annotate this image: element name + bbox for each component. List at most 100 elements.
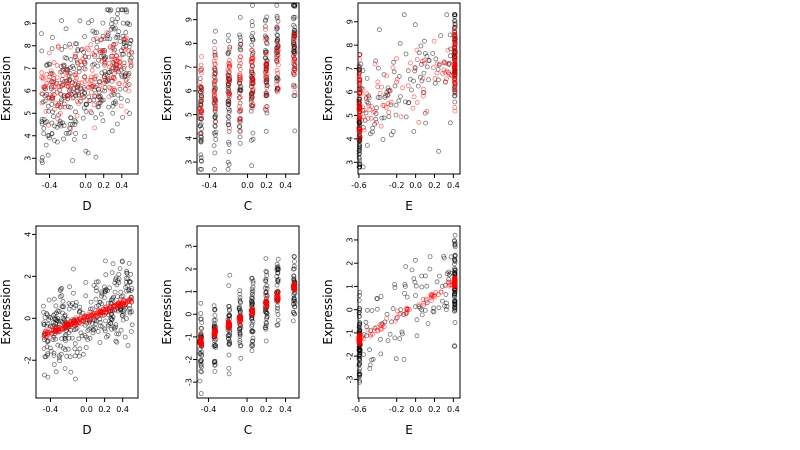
point-red xyxy=(385,93,391,98)
point-black xyxy=(436,305,442,311)
point-red xyxy=(384,315,390,321)
y-axis-label: Expression xyxy=(160,56,174,121)
point-black xyxy=(73,119,79,125)
point-red xyxy=(444,68,450,74)
plot-frame xyxy=(35,2,139,175)
point-red xyxy=(117,64,123,70)
point-red xyxy=(90,311,96,317)
point-black xyxy=(357,377,362,383)
point-red xyxy=(356,112,362,118)
point-red xyxy=(264,108,270,113)
point-black xyxy=(53,321,58,326)
y-tick-label: 4 xyxy=(24,133,33,138)
x-tick-label: 0.4 xyxy=(116,405,129,414)
point-black xyxy=(405,68,411,74)
point-red xyxy=(74,88,79,94)
point-black xyxy=(56,355,62,361)
point-red xyxy=(59,327,65,333)
point-black xyxy=(452,320,458,325)
point-red xyxy=(43,108,49,114)
point-red xyxy=(291,32,297,38)
point-black xyxy=(212,150,218,156)
point-black xyxy=(113,277,118,283)
point-black xyxy=(412,304,418,310)
point-red xyxy=(291,56,297,61)
point-red xyxy=(106,94,112,100)
point-black xyxy=(111,294,116,300)
point-red xyxy=(106,61,112,66)
point-black xyxy=(42,372,47,378)
point-red xyxy=(225,76,231,82)
point-red xyxy=(72,78,78,84)
point-red xyxy=(357,82,363,88)
point-red xyxy=(452,87,458,93)
point-black xyxy=(126,288,132,294)
point-black xyxy=(275,264,281,270)
point-red xyxy=(275,299,281,305)
point-black xyxy=(263,128,269,134)
point-red xyxy=(292,62,298,67)
point-red xyxy=(97,83,103,88)
point-red xyxy=(66,78,72,84)
point-black xyxy=(275,305,281,311)
point-red xyxy=(435,292,441,298)
point-black xyxy=(396,98,402,104)
point-red xyxy=(94,83,100,88)
point-black xyxy=(225,159,231,165)
point-black xyxy=(373,58,379,64)
point-black xyxy=(61,136,66,142)
point-red xyxy=(104,30,110,36)
point-black xyxy=(237,46,243,52)
point-black xyxy=(356,356,362,362)
point-black xyxy=(128,279,133,285)
point-red xyxy=(225,72,231,77)
point-red xyxy=(238,94,243,100)
point-black xyxy=(250,338,255,344)
point-red xyxy=(394,308,400,314)
point-black xyxy=(264,49,269,54)
point-black xyxy=(414,317,420,323)
y-tick-label: 7 xyxy=(24,66,33,71)
point-red xyxy=(373,119,379,125)
point-black xyxy=(198,155,204,161)
point-black xyxy=(438,33,444,39)
point-black xyxy=(416,50,422,56)
point-black xyxy=(356,362,362,368)
point-black xyxy=(275,317,281,323)
point-red xyxy=(87,98,93,103)
point-black xyxy=(397,336,403,342)
point-red xyxy=(274,89,280,95)
point-black xyxy=(55,315,61,321)
point-red xyxy=(238,317,244,323)
point-red xyxy=(275,57,281,62)
point-black xyxy=(364,142,370,148)
point-red xyxy=(47,92,53,97)
point-black xyxy=(108,26,114,32)
point-red xyxy=(238,75,243,80)
point-black xyxy=(124,270,130,276)
point-red xyxy=(292,45,298,51)
point-red xyxy=(356,127,362,133)
point-black xyxy=(39,155,45,160)
point-black xyxy=(263,320,269,325)
x-axis-label: D xyxy=(82,423,91,437)
point-red xyxy=(85,314,91,320)
point-black xyxy=(199,325,205,331)
point-red xyxy=(356,128,362,134)
y-tick-label: 3 xyxy=(185,244,194,249)
point-black xyxy=(100,118,106,124)
point-black xyxy=(41,346,47,352)
point-red xyxy=(237,106,243,112)
point-red xyxy=(407,60,413,66)
point-red xyxy=(81,65,86,71)
point-black xyxy=(227,333,233,339)
point-black xyxy=(116,271,122,277)
point-black xyxy=(59,97,64,103)
point-black xyxy=(439,283,445,289)
point-black xyxy=(452,12,458,18)
x-tick-label: -0.6 xyxy=(351,181,367,190)
point-red xyxy=(275,293,281,298)
point-red xyxy=(39,100,45,106)
point-red xyxy=(250,305,255,311)
point-red xyxy=(292,59,298,65)
